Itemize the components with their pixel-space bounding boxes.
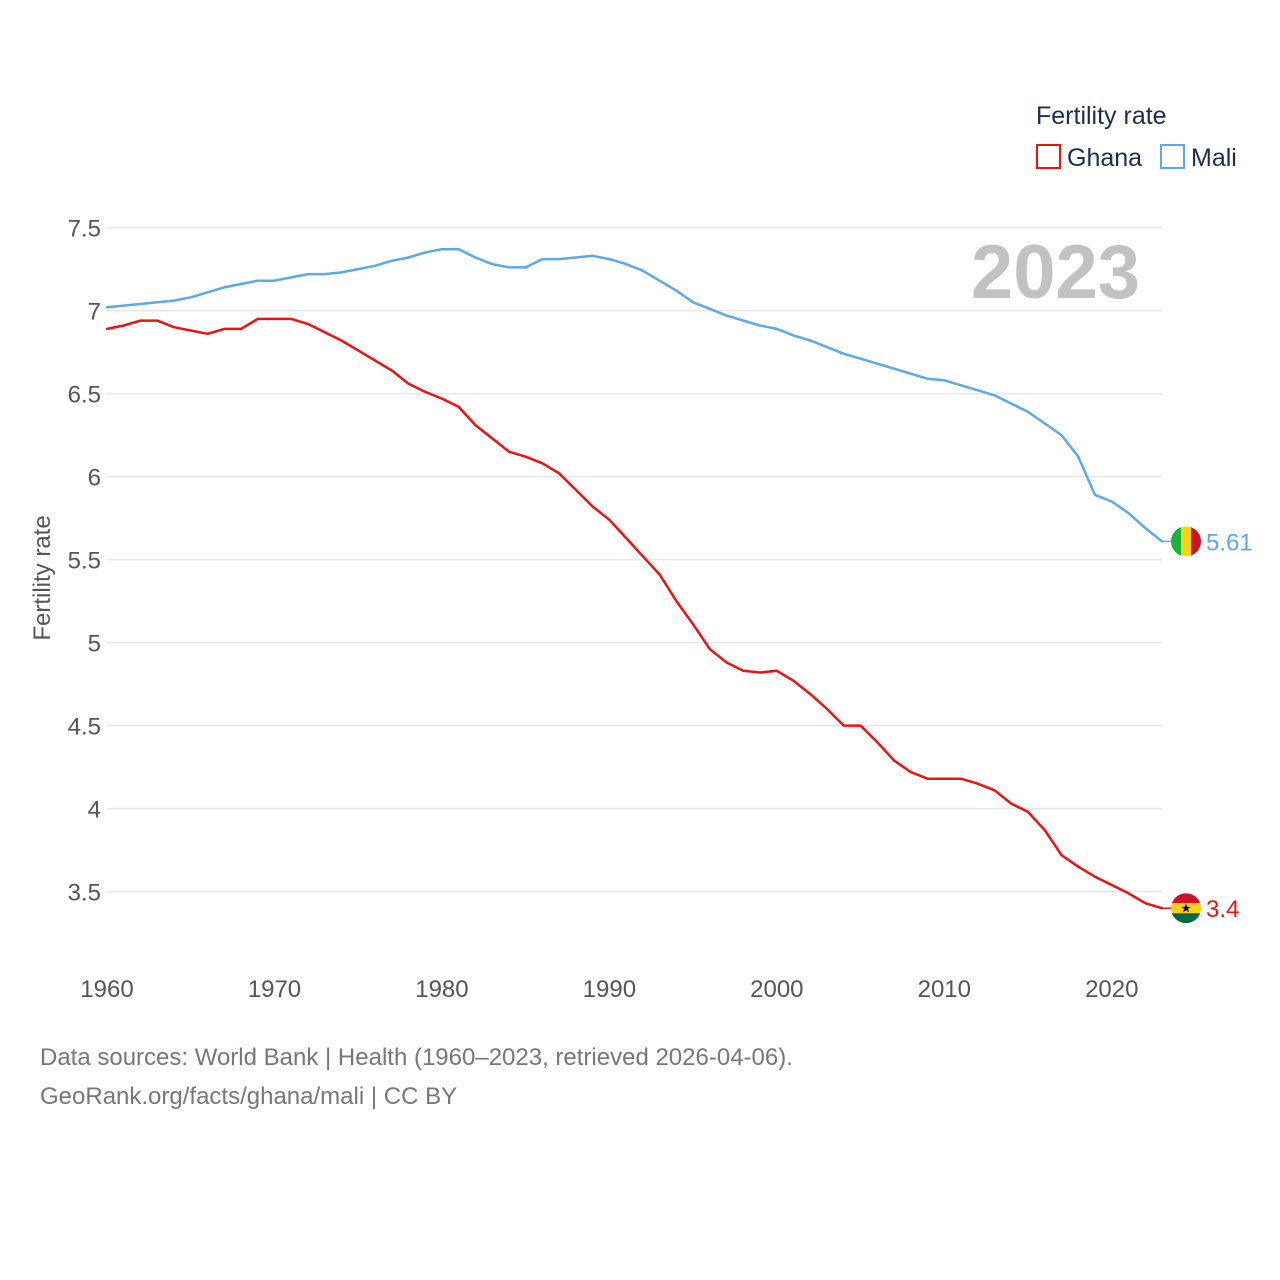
x-tick-label: 1990	[583, 976, 636, 1003]
attribution-note: GeoRank.org/facts/ghana/mali | CC BY	[40, 1083, 458, 1110]
y-tick-label: 3.5	[68, 880, 101, 907]
y-axis-ticks: 3.5 4 4.5 5 5.5 6 6.5 7 7.5	[68, 216, 101, 907]
legend-swatch-ghana	[1036, 144, 1061, 169]
legend-title: Fertility rate	[1036, 102, 1167, 130]
y-axis-title: Fertility rate	[29, 515, 56, 640]
year-label: 2023	[971, 230, 1140, 315]
x-tick-label: 2010	[918, 976, 971, 1003]
y-tick-label: 5.5	[68, 548, 101, 575]
x-axis-ticks: 1960 1970 1980 1990 2000 2010 2020	[80, 976, 1138, 1003]
mali-flag-icon	[1171, 526, 1201, 557]
x-tick-label: 2020	[1085, 976, 1138, 1003]
y-tick-label: 7.5	[68, 216, 101, 243]
data-sources-note: Data sources: World Bank | Health (1960–…	[40, 1044, 793, 1071]
series-line-ghana	[105, 317, 1164, 910]
y-tick-label: 4	[88, 797, 101, 824]
x-tick-label: 2000	[750, 976, 803, 1003]
mali-end-value: 5.61	[1206, 529, 1253, 556]
grid-lines	[107, 226, 1162, 893]
y-tick-label: 4.5	[68, 714, 101, 741]
legend-label-ghana: Ghana	[1067, 144, 1142, 172]
y-tick-label: 6	[88, 465, 101, 492]
x-tick-label: 1960	[80, 976, 133, 1003]
fertility-line-chart: 3.5 4 4.5 5 5.5 6 6.5 7 7.5 1960 1970 1980 1990 2000…	[29, 102, 1253, 1003]
legend-label-mali: Mali	[1191, 144, 1237, 172]
legend: Fertility rate Ghana Mali	[1036, 102, 1237, 172]
ghana-end-value: 3.4	[1206, 896, 1239, 923]
legend-swatch-mali	[1160, 144, 1185, 169]
ghana-flag-icon	[1171, 893, 1201, 924]
series-lines	[105, 247, 1171, 910]
y-tick-label: 5	[88, 631, 101, 658]
y-tick-label: 6.5	[68, 382, 101, 409]
x-tick-label: 1970	[248, 976, 301, 1003]
y-tick-label: 7	[88, 299, 101, 326]
x-tick-label: 1980	[415, 976, 468, 1003]
series-line-mali	[105, 247, 1164, 543]
